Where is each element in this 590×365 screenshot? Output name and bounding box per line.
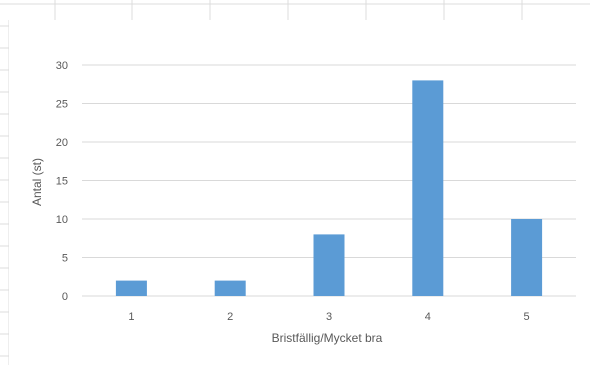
- chart-area[interactable]: [9, 20, 590, 365]
- y-tick-label: 0: [62, 291, 68, 303]
- bar[interactable]: [115, 280, 147, 296]
- y-tick-label: 15: [56, 176, 68, 188]
- x-tick-label: 1: [128, 311, 134, 323]
- x-tick-label: 3: [326, 311, 332, 323]
- y-axis-title: Antal (st): [30, 158, 44, 206]
- x-axis-tick-labels: 1 2 3 4 5: [128, 311, 529, 323]
- y-tick-label: 30: [56, 60, 68, 72]
- bar[interactable]: [412, 80, 444, 297]
- bar[interactable]: [313, 234, 345, 296]
- y-tick-label: 20: [56, 137, 68, 149]
- x-tick-label: 5: [524, 311, 530, 323]
- bars: [115, 80, 543, 297]
- y-tick-label: 5: [62, 253, 68, 265]
- y-tick-label: 25: [56, 99, 68, 111]
- bar[interactable]: [511, 219, 543, 296]
- bar[interactable]: [214, 280, 246, 296]
- x-axis-title: Bristfällig/Mycket bra: [272, 331, 383, 345]
- x-tick-label: 2: [227, 311, 233, 323]
- y-axis-tick-labels: 0 5 10 15 20 25 30: [56, 60, 68, 303]
- x-tick-label: 4: [425, 311, 431, 323]
- y-tick-label: 10: [56, 214, 68, 226]
